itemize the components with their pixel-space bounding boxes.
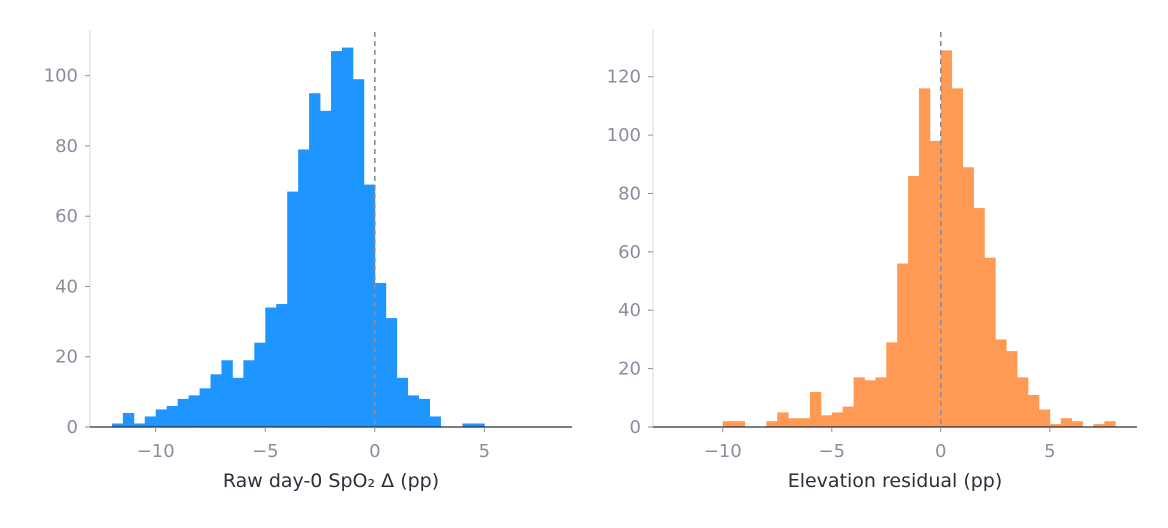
histogram-bar	[733, 421, 745, 427]
histogram-bar	[788, 418, 800, 427]
y-tick-label: 100	[44, 66, 78, 87]
histogram-bar	[166, 405, 179, 427]
x-tick-label: 0	[935, 441, 946, 462]
histogram-bar	[820, 415, 833, 427]
histogram-bar	[908, 175, 920, 427]
histogram-bar	[864, 380, 876, 427]
histogram-bar	[918, 88, 931, 427]
histogram-bar	[1027, 394, 1040, 427]
y-tick-label: 80	[618, 183, 641, 204]
y-tick-label: 60	[618, 242, 641, 263]
y-tick-label: 120	[607, 67, 641, 88]
histogram-bar	[929, 140, 942, 427]
histogram-bar	[276, 304, 288, 427]
y-tick-label: 100	[607, 125, 641, 146]
histogram-bar	[842, 406, 854, 427]
histogram-bar	[1093, 424, 1105, 427]
histogram-bar	[352, 79, 365, 427]
histogram-bar	[122, 412, 135, 427]
histogram-bar	[1038, 409, 1051, 427]
histogram-bar	[133, 423, 146, 427]
histogram-bar	[1006, 351, 1018, 427]
histogram-bar	[155, 409, 168, 427]
histogram-bar	[722, 421, 735, 427]
x-tick-label: −10	[704, 441, 742, 462]
histogram-bar	[1017, 377, 1029, 428]
histogram-bar	[199, 388, 211, 427]
y-tick-label: 0	[67, 417, 78, 438]
histogram-bar	[473, 423, 485, 427]
histogram-bars	[722, 50, 1116, 428]
x-tick-label: −10	[137, 441, 175, 462]
histogram-bar	[429, 416, 441, 427]
histogram-bar	[418, 398, 430, 427]
x-tick-label: −5	[819, 441, 846, 462]
histogram-bar	[940, 50, 953, 428]
histogram-bar	[210, 374, 222, 427]
histogram-bar	[254, 342, 266, 427]
y-tick-label: 20	[55, 347, 78, 368]
histogram-bar	[221, 360, 233, 427]
histogram-bar	[886, 342, 898, 427]
y-tick-label: 40	[618, 300, 641, 321]
histogram-bar	[385, 318, 398, 427]
x-tick-label: 0	[369, 441, 380, 462]
histogram-bar	[188, 395, 200, 427]
histogram-bar	[799, 418, 811, 427]
histogram-bar	[320, 110, 332, 427]
histogram-bar	[462, 423, 474, 427]
histogram-bar	[341, 47, 354, 427]
chart-panel-2: 0 20 40 60 80 100 120 −10 −5 0 5 Elevation residual…	[607, 30, 1137, 492]
histogram-bar	[363, 184, 376, 427]
histogram-bar	[973, 208, 985, 427]
x-tick-label: 5	[479, 441, 490, 462]
histogram-bar	[962, 167, 974, 427]
histogram-bar	[1071, 421, 1083, 427]
histogram-bar	[287, 191, 299, 427]
histogram-bar	[995, 339, 1007, 427]
histogram-bar	[853, 377, 865, 428]
histogram-bar	[396, 377, 409, 427]
x-axis-label: Raw day-0 SpO₂ Δ (pp)	[223, 470, 439, 492]
histogram-bar	[298, 149, 310, 427]
histogram-bar	[111, 423, 124, 427]
histogram-bar	[144, 416, 157, 427]
histogram-bar	[407, 395, 420, 427]
y-tick-label: 60	[55, 206, 78, 227]
histogram-bar	[1104, 421, 1116, 427]
histogram-bar	[177, 398, 189, 427]
histogram-bar	[331, 51, 343, 427]
x-tick-label: −5	[252, 441, 279, 462]
y-tick-label: 80	[55, 136, 78, 157]
histogram-bar	[374, 282, 387, 427]
histogram-bar	[232, 377, 244, 427]
histogram-bar	[809, 391, 822, 427]
histogram-bar	[951, 88, 963, 427]
histogram-bar	[875, 377, 887, 428]
histogram-bar	[984, 257, 996, 427]
x-axis-label: Elevation residual (pp)	[788, 470, 1003, 492]
histogram-bar	[1060, 418, 1072, 427]
histogram-bar	[309, 93, 321, 428]
y-tick-label: 0	[630, 417, 641, 438]
histogram-bar	[897, 263, 909, 427]
chart-panel-1: 0 20 40 60 80 100 −10 −5 0 5 Raw day-0 SpO₂ Δ (pp)	[44, 30, 572, 492]
histogram-bar	[766, 421, 778, 427]
histogram-bar	[243, 360, 255, 427]
histogram-bar	[777, 412, 789, 427]
histogram-bars	[111, 47, 485, 428]
x-tick-label: 5	[1044, 441, 1055, 462]
histogram-bar	[265, 307, 277, 427]
y-tick-label: 40	[55, 276, 78, 297]
histogram-bar	[831, 412, 844, 427]
y-tick-label: 20	[618, 359, 641, 380]
histogram-bar	[1049, 424, 1062, 427]
